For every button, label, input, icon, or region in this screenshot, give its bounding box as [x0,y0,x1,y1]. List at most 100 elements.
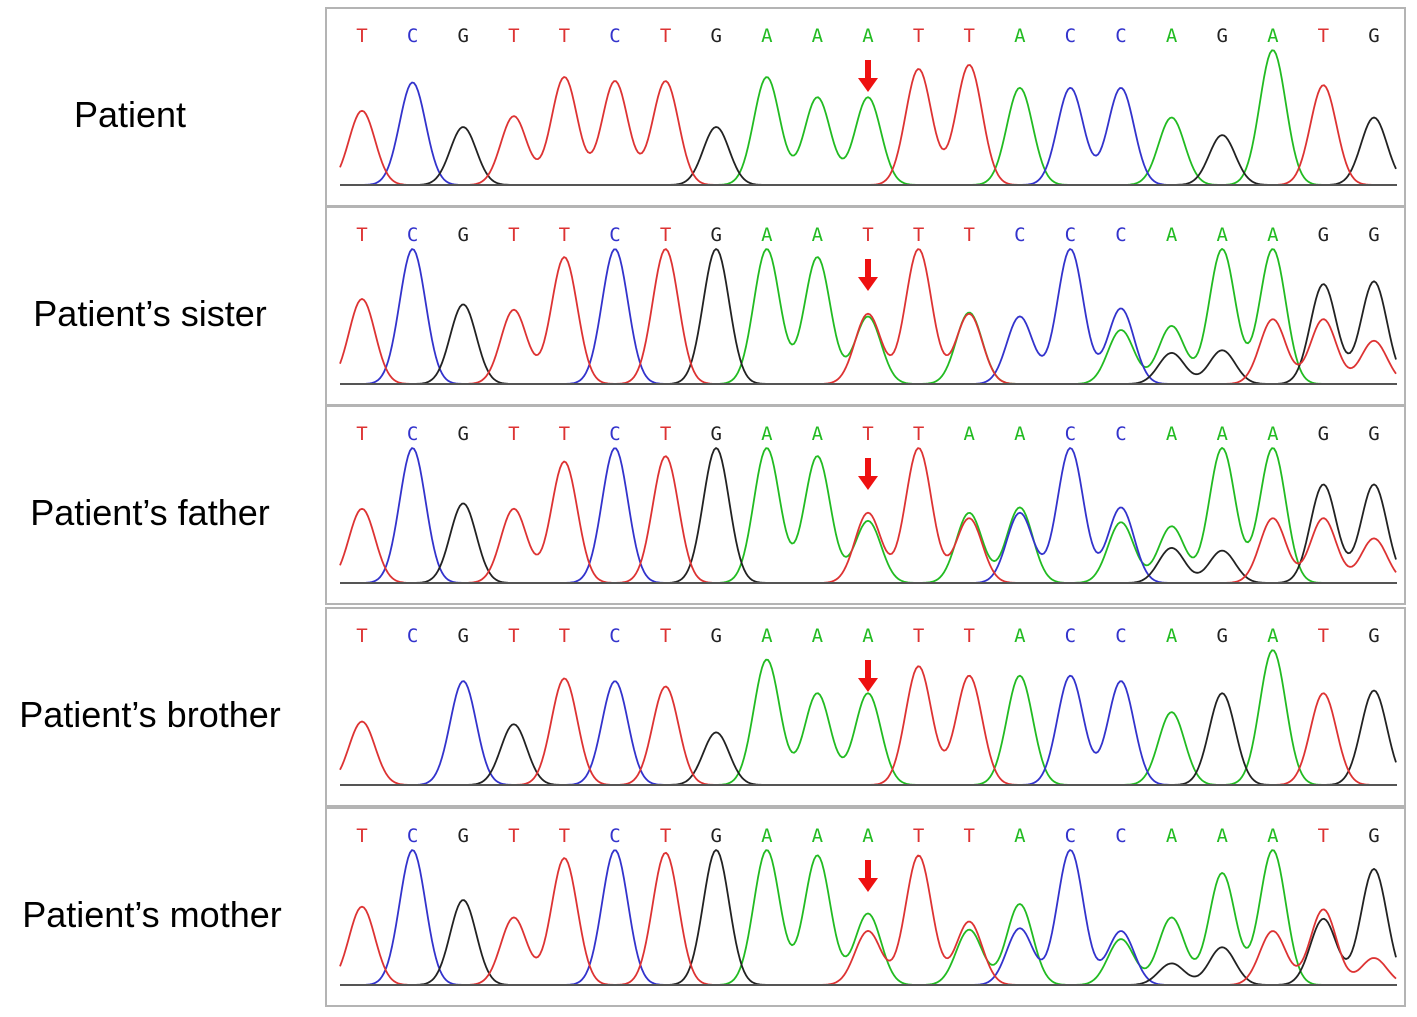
base-call: A [761,25,773,47]
base-call: G [1368,25,1379,47]
base-call: T [963,625,974,647]
panel-frame [325,7,1406,207]
base-call: T [508,825,519,847]
base-call: A [761,224,773,246]
base-call: G [457,625,468,647]
base-call: A [1166,625,1178,647]
arrow-head-icon [858,678,878,692]
base-call: A [812,625,824,647]
base-call: T [559,625,570,647]
base-call: A [862,825,874,847]
base-call: G [1216,25,1227,47]
arrow-shaft-icon [865,458,871,478]
panel-frame [325,607,1406,807]
base-call: G [457,423,468,445]
base-call: T [1318,25,1329,47]
base-call: C [1065,25,1076,47]
base-call: C [407,224,418,246]
base-call: A [862,25,874,47]
base-call: G [1368,224,1379,246]
base-call: T [963,224,974,246]
base-call: A [1267,423,1279,445]
base-call: G [1368,423,1379,445]
base-call: A [963,423,975,445]
arrow-head-icon [858,476,878,490]
base-call: A [812,825,824,847]
panel-2: Patient’s father T C G T T C T G A A T T A A C C A A A G G [30,405,1406,605]
base-call: C [407,423,418,445]
base-call: A [761,625,773,647]
base-call: T [559,423,570,445]
base-call: G [1368,625,1379,647]
base-call: T [660,224,671,246]
base-call: G [710,25,721,47]
base-call: T [559,224,570,246]
base-call: A [1014,825,1026,847]
base-call: T [508,224,519,246]
base-call: T [963,825,974,847]
row-label: Patient’s sister [33,293,266,334]
base-call: A [1216,224,1228,246]
base-call: A [1014,625,1026,647]
base-call: T [913,825,924,847]
panels-layer: Patient T C G T T C T G A A A T T A C C A G A T G Patient’s si… [19,7,1406,1007]
base-call: A [1267,224,1279,246]
base-call: T [356,25,367,47]
base-call: C [1065,625,1076,647]
panel-frame [325,807,1406,1007]
base-call: C [1115,625,1126,647]
base-call: A [1267,825,1279,847]
base-call: T [913,423,924,445]
arrow-shaft-icon [865,259,871,279]
row-label: Patient [74,94,186,135]
base-call: C [609,423,620,445]
base-call: T [913,25,924,47]
base-call: A [1014,423,1026,445]
base-call: T [559,825,570,847]
base-call: A [1166,25,1178,47]
base-call: G [1318,423,1329,445]
base-call: C [407,25,418,47]
base-call: G [710,224,721,246]
arrow-head-icon [858,277,878,291]
base-call: T [508,423,519,445]
base-call: T [508,25,519,47]
base-call: T [660,423,671,445]
base-call: C [1065,423,1076,445]
arrow-shaft-icon [865,60,871,80]
base-call: T [660,25,671,47]
base-call: T [508,625,519,647]
base-call: A [1267,25,1279,47]
base-call: C [1115,423,1126,445]
base-call: T [1318,625,1329,647]
base-call: G [457,224,468,246]
base-call: A [1216,825,1228,847]
base-call: C [609,825,620,847]
panel-4: Patient’s mother T C G T T C T G A A A T T A C C A A A T G [22,807,1406,1007]
base-call: C [1065,224,1076,246]
panel-frame [325,405,1406,605]
row-label: Patient’s brother [19,694,281,735]
base-call: T [660,825,671,847]
base-call: C [1115,25,1126,47]
base-call: A [1014,25,1026,47]
base-call: T [1318,825,1329,847]
base-call: G [1368,825,1379,847]
panel-1: Patient’s sister T C G T T C T G A A T T T C C C A A A G G [33,206,1406,406]
base-call: T [862,423,873,445]
arrow-head-icon [858,78,878,92]
base-call: A [761,825,773,847]
base-call: C [609,224,620,246]
base-call: T [913,224,924,246]
base-call: A [812,423,824,445]
base-call: T [356,423,367,445]
base-call: T [862,224,873,246]
base-call: C [1115,825,1126,847]
panel-3: Patient’s brother T C G T T C T G A A A T T A C C A G A T G [19,607,1406,807]
row-label: Patient’s mother [22,894,281,935]
row-label: Patient’s father [30,492,269,533]
arrow-shaft-icon [865,860,871,880]
base-call: C [1065,825,1076,847]
base-call: A [1166,423,1178,445]
base-call: A [862,625,874,647]
